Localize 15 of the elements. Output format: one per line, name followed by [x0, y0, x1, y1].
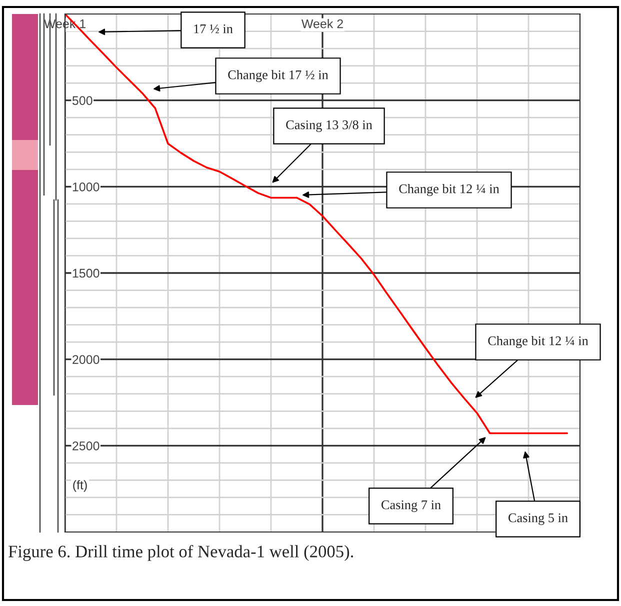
- y-tick-label: 2000: [72, 355, 100, 364]
- annotation: 17 ½ in: [194, 24, 233, 34]
- annotation: Change bit 12 ¼ in: [488, 336, 588, 348]
- annotation: Casing 5 in: [508, 513, 568, 525]
- y-tick-label: 500: [72, 96, 92, 105]
- y-tick-label: 1500: [72, 268, 100, 278]
- annotation: Casing 7 in: [381, 500, 441, 512]
- annotation: Change bit 12 ¼ in: [399, 184, 500, 196]
- caption: Figure 6. Drill time plot of Nevada-1 well (2005).: [8, 545, 354, 561]
- y-tick-label: 2500: [72, 441, 100, 450]
- y-axis-title: (ft): [73, 480, 87, 492]
- y-tick-label: 1000: [72, 182, 100, 192]
- x-tick-label: Week 2: [301, 19, 343, 28]
- annotation: Casing 13 3/8 in: [286, 120, 372, 132]
- annotation: Change bit 17 ½ in: [228, 70, 328, 82]
